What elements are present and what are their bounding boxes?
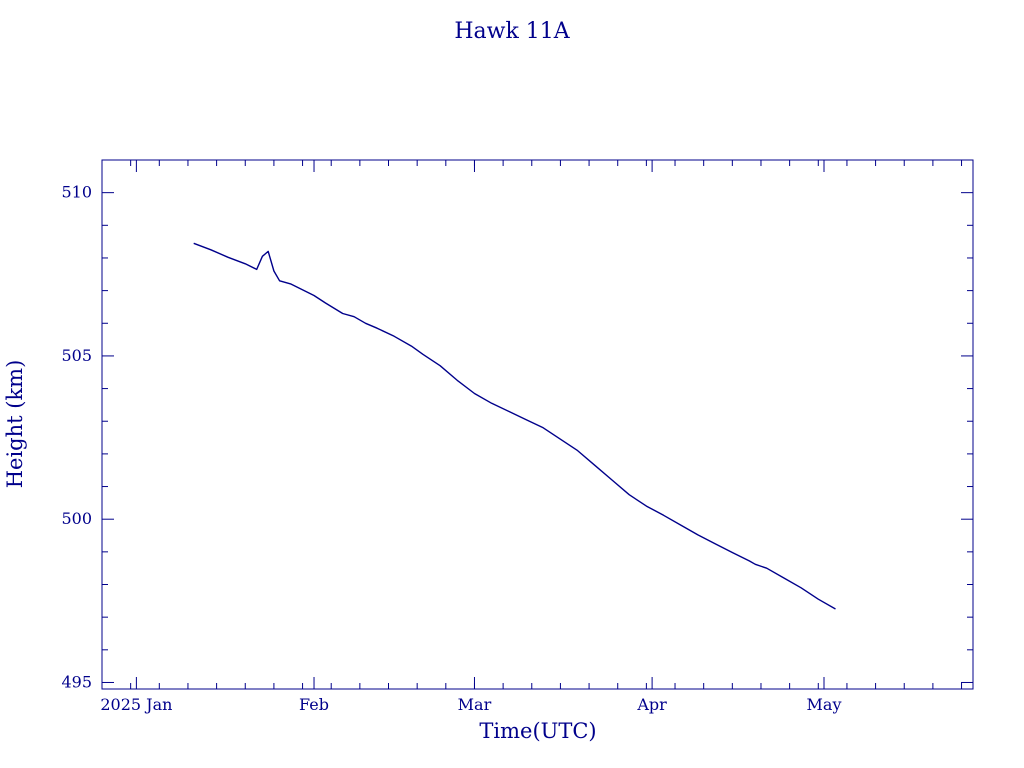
x-tick-label: Apr — [636, 695, 667, 714]
tick-labels: 495 500 505 510 2025 Jan Feb Mar Apr May — [61, 183, 841, 714]
y-tick-label: 505 — [61, 346, 92, 365]
y-tick-label: 500 — [61, 509, 92, 528]
y-axis-label: Height (km) — [3, 360, 27, 489]
x-tick-label: 2025 Jan — [100, 695, 172, 714]
axis-ticks — [101, 159, 973, 689]
x-tick-label: Feb — [299, 695, 329, 714]
x-tick-label: May — [807, 695, 842, 714]
x-tick-label: Mar — [458, 695, 492, 714]
plot-frame — [101, 159, 974, 690]
height-series-line — [193, 242, 836, 610]
y-tick-label: 495 — [61, 672, 92, 691]
chart-title: Hawk 11A — [454, 19, 570, 44]
x-axis-label: Time(UTC) — [479, 719, 596, 743]
y-tick-label: 510 — [61, 183, 92, 202]
